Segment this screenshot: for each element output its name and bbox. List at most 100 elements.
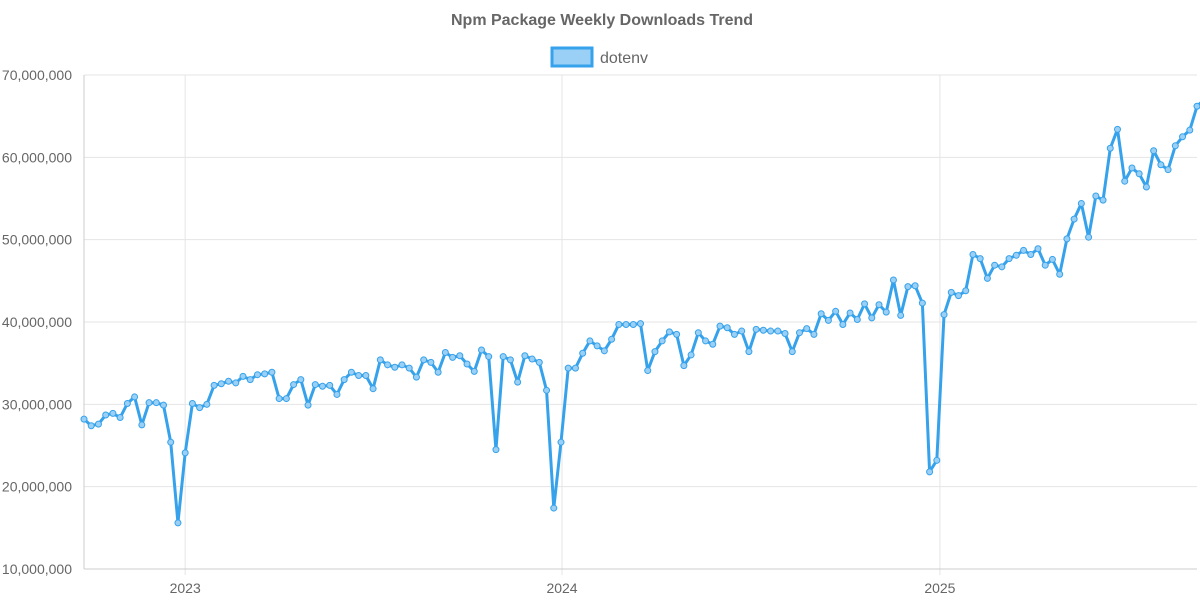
data-point[interactable]	[615, 320, 623, 328]
data-point[interactable]	[868, 314, 876, 322]
data-point[interactable]	[521, 352, 529, 360]
data-point[interactable]	[955, 292, 962, 300]
data-point[interactable]	[644, 367, 652, 375]
data-point[interactable]	[261, 370, 269, 378]
data-point[interactable]	[824, 316, 832, 324]
data-point[interactable]	[1150, 147, 1158, 155]
data-point[interactable]	[637, 320, 644, 328]
data-point[interactable]	[853, 316, 861, 324]
data-point[interactable]	[188, 400, 196, 408]
data-point[interactable]	[817, 310, 825, 318]
data-point[interactable]	[745, 348, 753, 356]
data-point[interactable]	[398, 361, 406, 369]
data-point[interactable]	[174, 519, 182, 527]
data-point[interactable]	[723, 324, 731, 332]
data-point[interactable]	[904, 283, 912, 291]
data-point[interactable]	[875, 301, 883, 309]
data-point[interactable]	[506, 356, 514, 364]
data-point[interactable]	[622, 320, 630, 328]
data-point[interactable]	[608, 335, 616, 343]
data-point[interactable]	[145, 399, 153, 407]
data-point[interactable]	[420, 356, 428, 364]
data-point[interactable]	[239, 372, 247, 380]
data-point[interactable]	[203, 400, 211, 408]
data-point[interactable]	[933, 456, 941, 464]
data-point[interactable]	[600, 347, 608, 355]
data-point[interactable]	[1041, 261, 1049, 269]
data-point[interactable]	[1027, 250, 1035, 258]
data-point[interactable]	[304, 401, 312, 409]
data-point[interactable]	[1186, 126, 1194, 134]
data-point[interactable]	[456, 352, 464, 360]
data-point[interactable]	[340, 376, 348, 384]
data-point[interactable]	[478, 346, 485, 354]
data-point[interactable]	[463, 360, 471, 368]
data-point[interactable]	[138, 421, 146, 429]
data-point[interactable]	[470, 367, 478, 375]
data-point[interactable]	[651, 348, 659, 356]
data-point[interactable]	[253, 371, 261, 379]
data-point[interactable]	[788, 348, 796, 356]
data-point[interactable]	[80, 415, 88, 423]
data-point[interactable]	[557, 438, 565, 446]
data-point[interactable]	[940, 311, 948, 319]
data-point[interactable]	[991, 261, 999, 269]
data-point[interactable]	[405, 364, 413, 372]
data-point[interactable]	[87, 422, 95, 430]
data-point[interactable]	[1099, 196, 1107, 204]
data-point[interactable]	[1034, 245, 1042, 253]
data-point[interactable]	[781, 330, 789, 338]
data-point[interactable]	[911, 282, 919, 290]
data-point[interactable]	[268, 368, 276, 376]
data-point[interactable]	[427, 358, 435, 366]
data-point[interactable]	[535, 358, 543, 366]
data-point[interactable]	[355, 372, 363, 380]
data-point[interactable]	[889, 276, 897, 284]
data-point[interactable]	[947, 288, 955, 296]
data-point[interactable]	[152, 399, 160, 407]
data-point[interactable]	[998, 263, 1006, 271]
data-point[interactable]	[658, 337, 666, 345]
data-point[interactable]	[1085, 233, 1093, 241]
data-point[interactable]	[225, 377, 233, 385]
data-point[interactable]	[564, 364, 572, 372]
data-point[interactable]	[803, 325, 811, 333]
data-point[interactable]	[586, 337, 594, 345]
data-point[interactable]	[969, 250, 977, 258]
data-point[interactable]	[131, 393, 139, 401]
data-point[interactable]	[123, 400, 131, 408]
data-point[interactable]	[492, 446, 500, 454]
data-point[interactable]	[680, 362, 688, 370]
data-point[interactable]	[839, 320, 847, 328]
data-point[interactable]	[579, 349, 587, 357]
data-point[interactable]	[376, 356, 384, 364]
data-point[interactable]	[1157, 161, 1165, 169]
data-point[interactable]	[210, 381, 218, 389]
data-point[interactable]	[319, 382, 326, 390]
data-point[interactable]	[738, 327, 746, 335]
data-point[interactable]	[702, 337, 710, 345]
data-point[interactable]	[1077, 199, 1085, 207]
data-point[interactable]	[1193, 102, 1200, 110]
data-point[interactable]	[1020, 246, 1028, 254]
data-point[interactable]	[962, 287, 970, 295]
data-point[interactable]	[629, 320, 637, 328]
data-point[interactable]	[217, 380, 225, 388]
data-point[interactable]	[181, 449, 189, 457]
data-point[interactable]	[369, 385, 377, 393]
data-point[interactable]	[983, 274, 991, 282]
data-point[interactable]	[709, 340, 717, 348]
data-point[interactable]	[759, 326, 767, 334]
data-point[interactable]	[687, 351, 695, 359]
data-point[interactable]	[514, 378, 522, 386]
data-point[interactable]	[1171, 142, 1179, 150]
data-point[interactable]	[543, 386, 551, 394]
data-point[interactable]	[246, 376, 254, 384]
data-point[interactable]	[1114, 125, 1121, 133]
data-point[interactable]	[160, 401, 167, 409]
data-point[interactable]	[774, 327, 782, 335]
data-point[interactable]	[116, 414, 124, 422]
data-point[interactable]	[434, 368, 442, 376]
data-point[interactable]	[441, 348, 449, 356]
data-point[interactable]	[550, 504, 558, 512]
